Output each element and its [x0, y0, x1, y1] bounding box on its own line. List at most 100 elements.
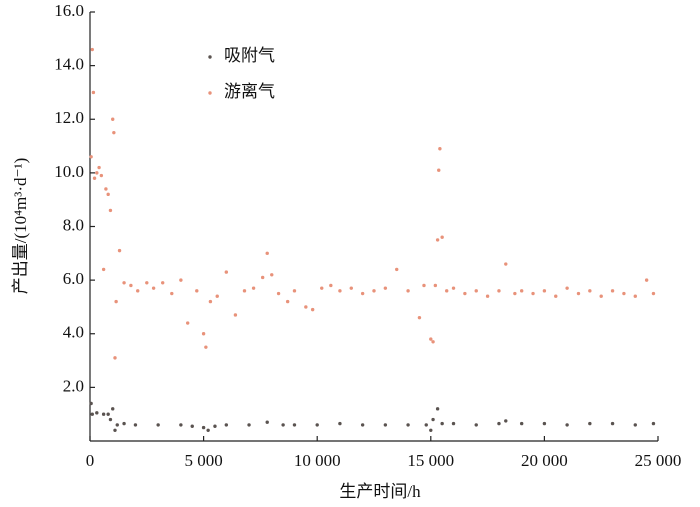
- point: [474, 423, 478, 427]
- point: [99, 173, 104, 178]
- point: [451, 286, 456, 290]
- point: [429, 428, 433, 432]
- x-axis-title: 生产时间/h: [339, 482, 421, 501]
- point: [504, 419, 508, 423]
- point: [90, 47, 94, 52]
- y-tick-label: 16.0: [54, 1, 84, 20]
- y-tick-label: 8.0: [63, 215, 84, 234]
- point: [651, 291, 656, 296]
- point: [433, 283, 438, 288]
- point: [111, 407, 115, 411]
- point: [329, 283, 333, 288]
- point: [89, 155, 93, 159]
- point: [417, 315, 422, 320]
- point: [576, 291, 581, 296]
- point: [320, 286, 324, 290]
- y-tick-label: 2.0: [63, 376, 84, 395]
- point: [208, 299, 213, 304]
- point: [265, 420, 269, 424]
- point: [156, 423, 160, 427]
- point: [610, 289, 615, 293]
- y-tick-label: 6.0: [63, 269, 84, 288]
- point: [304, 305, 308, 309]
- point: [440, 235, 444, 239]
- point: [406, 423, 410, 427]
- point: [565, 423, 569, 427]
- point: [422, 283, 426, 288]
- legend-marker: [208, 91, 212, 95]
- point: [95, 411, 99, 415]
- point: [133, 423, 138, 427]
- point: [213, 424, 217, 428]
- point: [445, 289, 449, 293]
- point: [129, 283, 133, 288]
- point: [504, 262, 508, 266]
- point: [610, 421, 615, 426]
- point: [554, 294, 558, 298]
- point: [438, 147, 442, 151]
- point: [91, 90, 96, 95]
- point: [360, 291, 365, 296]
- point: [588, 421, 592, 426]
- point: [233, 313, 238, 317]
- point: [349, 286, 353, 290]
- point: [431, 417, 435, 422]
- point: [151, 286, 156, 290]
- x-tick-label: 5 000: [184, 451, 222, 470]
- x-tick-label: 10 000: [294, 451, 341, 470]
- point: [95, 171, 99, 175]
- point: [429, 337, 433, 341]
- point: [106, 192, 110, 197]
- point: [383, 286, 388, 290]
- legend-label: 吸附气: [224, 46, 275, 65]
- point: [474, 289, 478, 293]
- point: [431, 340, 435, 344]
- point: [115, 423, 119, 427]
- point: [292, 289, 297, 293]
- legend-label: 游离气: [224, 82, 275, 101]
- point: [485, 294, 490, 298]
- point: [281, 423, 285, 427]
- point: [285, 299, 290, 304]
- point: [101, 267, 106, 272]
- point: [292, 423, 297, 427]
- point: [588, 289, 592, 293]
- point: [633, 294, 637, 298]
- point: [497, 289, 501, 293]
- point: [383, 423, 388, 427]
- point: [519, 289, 524, 293]
- point: [108, 208, 113, 213]
- point: [215, 294, 219, 298]
- point: [179, 423, 183, 427]
- point: [145, 281, 149, 285]
- point: [633, 423, 637, 427]
- point: [114, 299, 118, 304]
- point: [315, 423, 319, 427]
- point: [265, 251, 269, 256]
- point: [644, 278, 649, 282]
- point: [406, 289, 410, 293]
- point: [161, 281, 165, 285]
- point: [185, 321, 190, 325]
- point: [92, 176, 97, 180]
- point: [435, 238, 440, 242]
- point: [112, 130, 116, 135]
- point: [542, 289, 547, 293]
- point: [117, 248, 122, 253]
- y-tick-label: 10.0: [54, 162, 84, 181]
- point: [89, 401, 93, 406]
- point: [90, 412, 94, 416]
- point: [338, 421, 342, 426]
- y-tick-label: 12.0: [54, 108, 84, 127]
- point: [190, 424, 194, 428]
- point: [310, 307, 315, 312]
- point: [437, 168, 441, 172]
- point: [463, 291, 467, 296]
- y-axis-title: 产出量/(10⁴m³·d⁻¹): [11, 158, 30, 295]
- point: [97, 165, 101, 170]
- x-tick-label: 15 000: [407, 451, 454, 470]
- point: [170, 291, 174, 296]
- point: [104, 187, 108, 191]
- point: [224, 423, 229, 427]
- legend-marker: [208, 55, 212, 59]
